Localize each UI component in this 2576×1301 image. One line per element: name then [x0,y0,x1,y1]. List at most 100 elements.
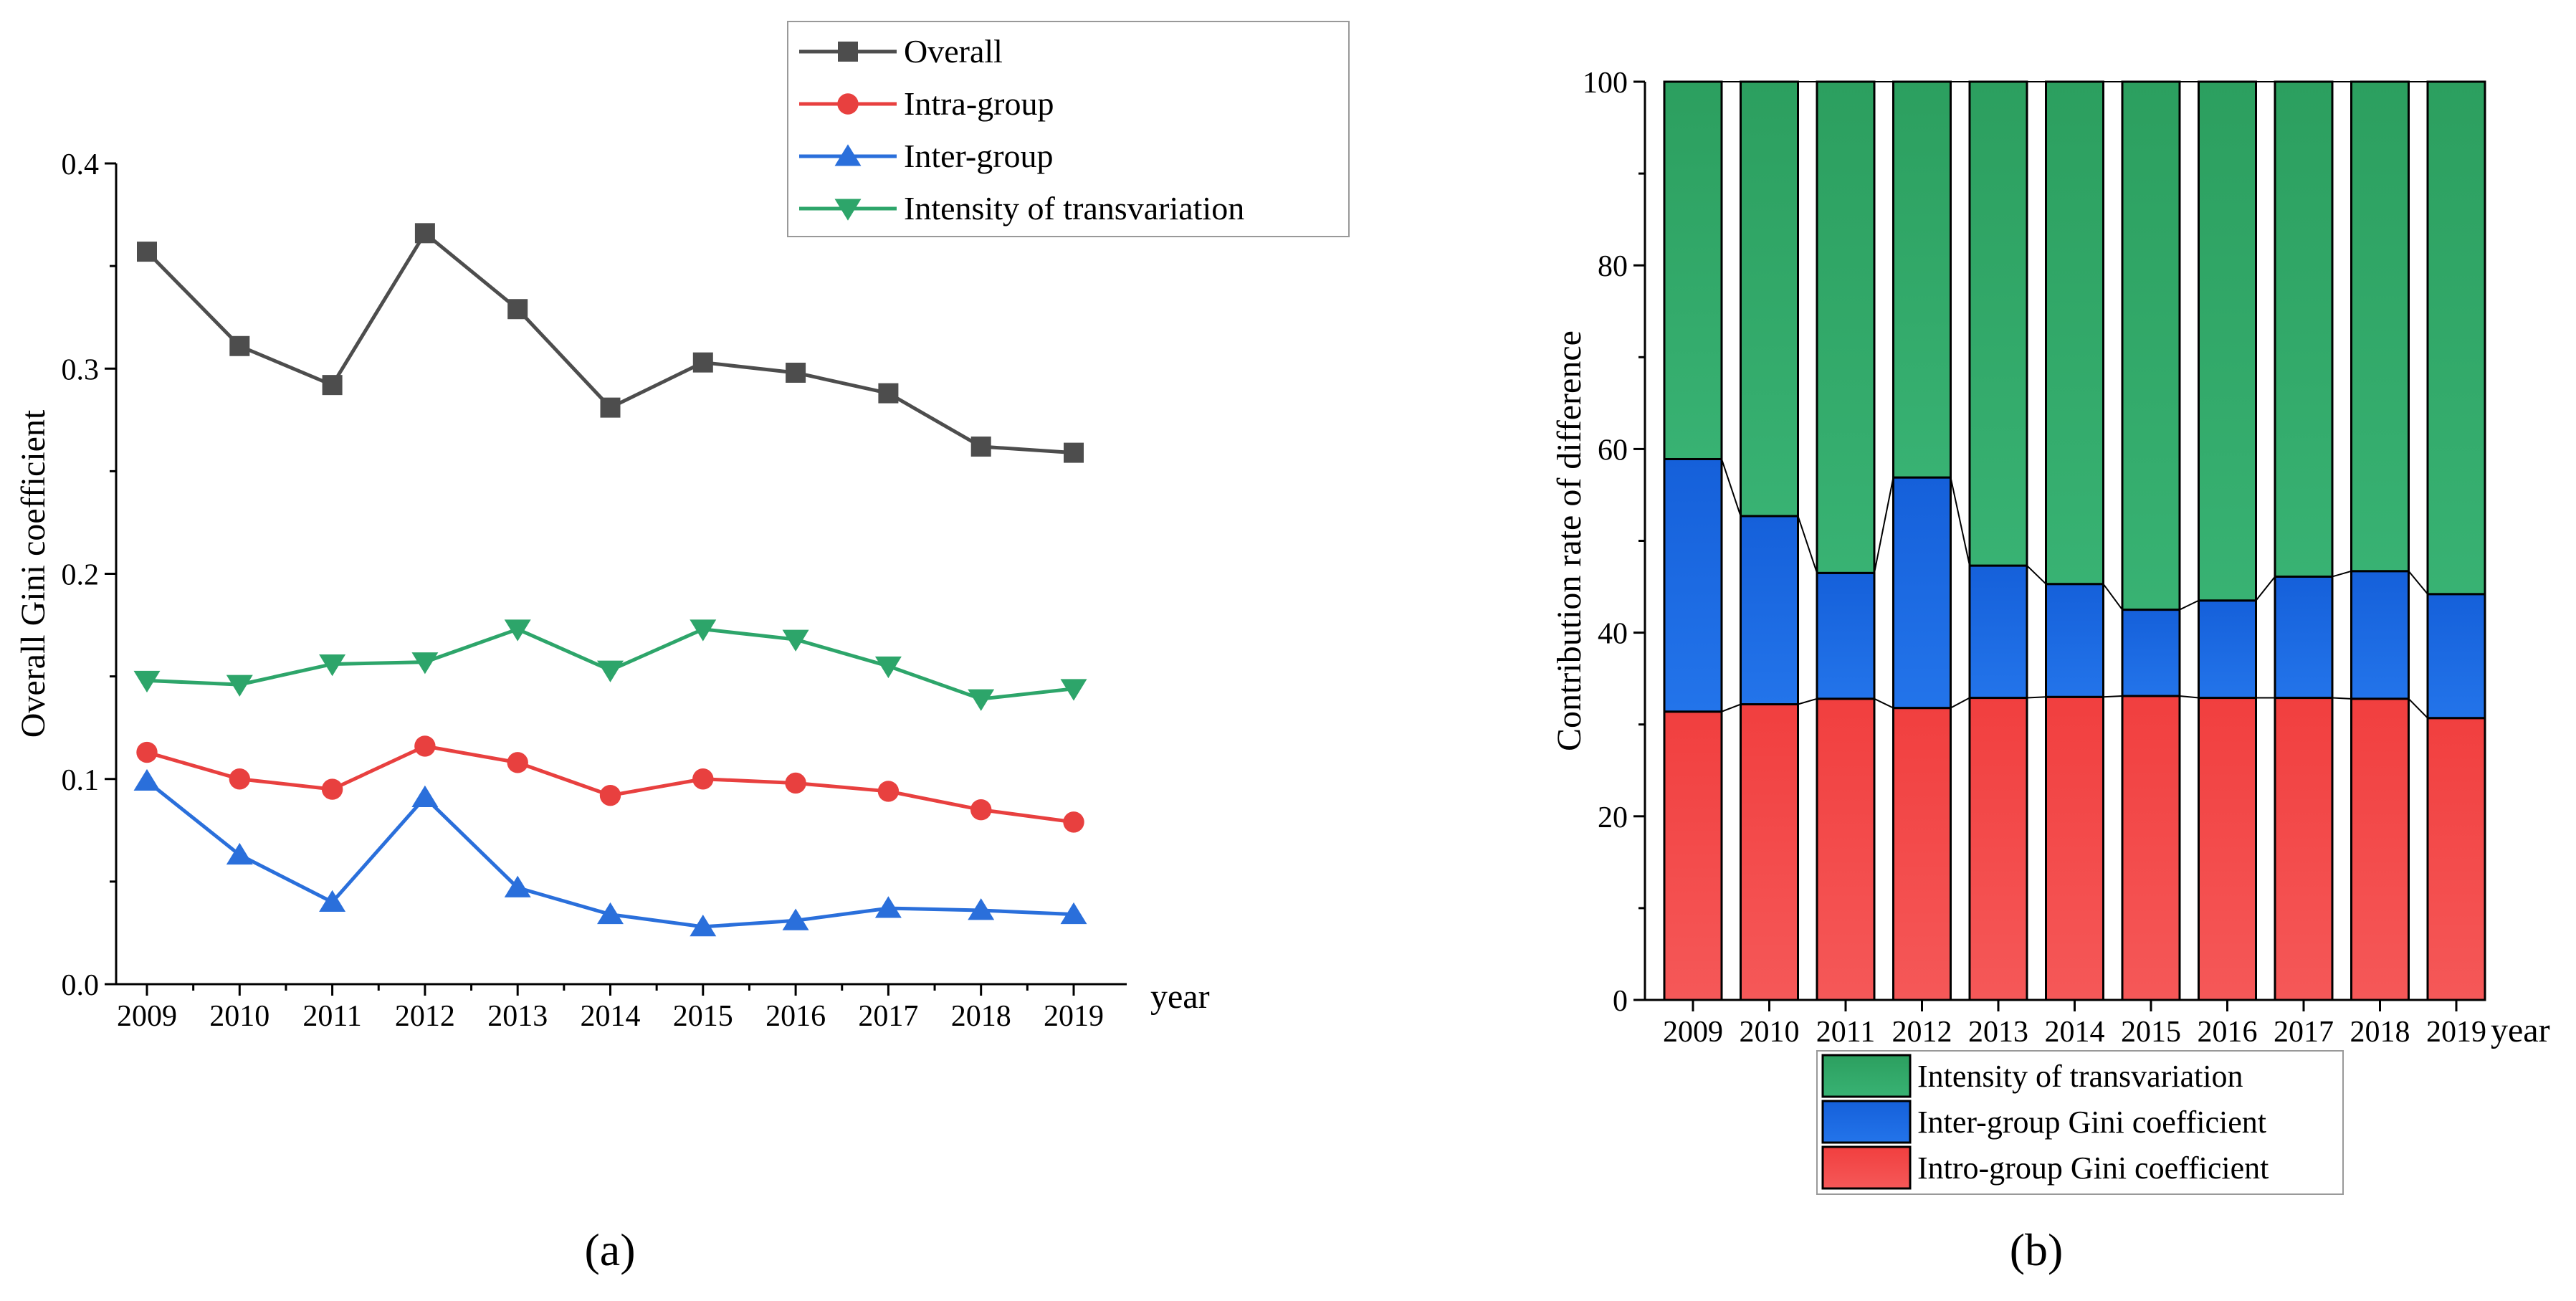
x-tick-label: 2014 [2045,1016,2105,1049]
x-tick-label: 2016 [2198,1016,2258,1049]
bar-connector-line [2332,697,2352,700]
series-3 [133,619,1087,711]
legend-a: Overall Intra-group Inter-group Intensity o… [787,21,1350,237]
data-point-3-1 [226,675,253,697]
y-tick-label: 0.1 [62,764,100,797]
bar-2-1 [1740,80,1799,518]
data-point-2-0 [133,768,161,791]
legend-swatch [1821,1145,1912,1190]
data-point-3-10 [1060,679,1087,701]
data-point-2-5 [597,902,624,925]
bar-connector-line [2255,576,2276,601]
bar-1-3 [1892,476,1952,710]
data-point-1-6 [692,768,714,790]
data-point-2-1 [226,842,253,865]
bar-1-5 [2045,583,2104,698]
y-tick-label: 60 [1598,434,1628,467]
data-point-3-4 [504,619,531,642]
data-point-2-8 [874,896,902,918]
y-tick-label: 40 [1598,618,1628,651]
bar-1-4 [1968,564,2028,700]
bar-connector-line [2026,565,2047,585]
x-tick-label: 2010 [209,1000,269,1033]
bar-connector-line [1950,697,1970,709]
y-tick-label: 0.4 [62,148,100,181]
x-tick-label: 2018 [951,1000,1011,1033]
bar-connector-line [2102,583,2123,611]
legend-b: Intensity of transvariation Inter-group G… [1816,1050,2344,1195]
panel-a-line-chart: 0.0 0.1 0.2 0.3 0.4 2009 2010 2011 2012 2013 2014 2… [14,21,1350,1275]
bar-0-9 [2350,697,2410,1001]
y-tick-label: 0.2 [62,559,100,592]
y-axis-label: Contribution rate of difference [1550,330,1588,751]
x-tick-label: 2015 [2121,1016,2181,1049]
x-tick-label: 2009 [1663,1016,1723,1049]
legend-box [787,21,1350,237]
data-point-0-0 [137,242,157,262]
data-point-2-2 [319,890,346,912]
bar-stack-7 [2198,80,2257,1001]
x-tick-label: 2017 [2274,1016,2334,1049]
data-point-1-5 [599,784,621,806]
panel-label-a: (a) [584,1224,635,1275]
bar-1-0 [1663,457,1723,713]
y-tick-label: 20 [1598,801,1628,834]
legend-label: Inter-group Gini coefficient [1917,1105,2266,1140]
data-point-1-7 [785,772,806,794]
bar-stack-5 [2045,80,2104,1001]
x-tick-label: 2010 [1740,1016,1800,1049]
bar-stack-6 [2121,80,2181,1001]
x-axis-label: year [1150,978,1210,1016]
bar-connector-line [2179,599,2199,611]
series-line-0 [146,230,1074,455]
bar-connector-line [1721,459,1742,517]
y-tick-label: 80 [1598,250,1628,283]
bar-2-2 [1816,80,1876,574]
y-tick-label: 0.3 [62,353,100,386]
data-point-2-3 [411,785,439,807]
bar-connector-line [2408,571,2428,595]
bar-0-5 [2045,695,2104,1001]
x-tick-label: 2017 [858,1000,918,1033]
data-point-0-9 [970,437,991,457]
bar-connector-line [1874,697,1894,709]
data-point-1-9 [970,799,992,821]
x-tick-label: 2013 [487,1000,548,1033]
data-point-0-10 [1064,442,1084,463]
x-tick-label: 2018 [2350,1016,2410,1049]
bar-0-4 [1968,697,2028,1001]
panel-label-b: (b) [2010,1224,2064,1275]
y-tick-label: 100 [1583,67,1628,100]
legend-marker [834,199,862,221]
data-point-3-6 [690,619,717,642]
bar-connector-line [1721,703,1741,713]
bar-connector-line [1874,477,1894,573]
bar-stack-8 [2274,80,2334,1001]
legend-label: Intro-group Gini coefficient [1917,1150,2269,1186]
bar-0-6 [2121,695,2181,1001]
bar-2-0 [1663,80,1723,460]
bar-2-10 [2426,80,2486,596]
bar-1-8 [2274,575,2334,700]
data-point-2-9 [968,898,995,920]
series-1 [136,735,1084,833]
bar-connector-line [1797,515,1818,573]
bar-connector-line [1950,477,1970,566]
x-tick-label: 2016 [765,1000,826,1033]
legend-marker [838,42,858,62]
bar-0-8 [2274,697,2334,1001]
x-tick-label: 2019 [1044,1000,1104,1033]
data-point-0-1 [229,335,250,356]
panel-b-stacked-bar-chart: 0 20 40 60 80 100 2009 2010 2011 2012 2013 2014 2015… [1550,67,2550,1275]
legend-label: Overall [904,33,1003,70]
data-point-3-7 [782,629,809,652]
data-point-0-5 [600,397,621,418]
data-point-3-2 [319,654,346,677]
bar-1-9 [2350,570,2410,700]
bar-stack-4 [1968,80,2028,1001]
bar-stack-9 [2350,80,2410,1001]
data-point-0-6 [692,352,713,373]
data-point-1-1 [229,768,250,790]
